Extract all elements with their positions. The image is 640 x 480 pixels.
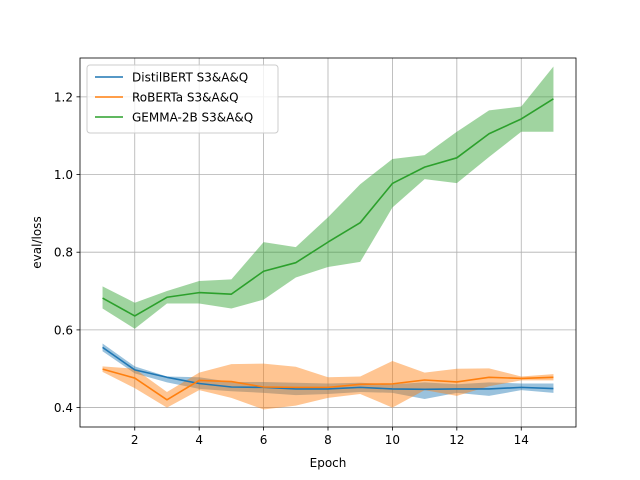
x-tick-label: 14 bbox=[514, 433, 529, 447]
x-tick-label: 6 bbox=[260, 433, 268, 447]
legend: DistilBERT S3&A&Q RoBERTa S3&A&Q GEMMA-2B … bbox=[86, 64, 279, 134]
legend-label: RoBERTa S3&A&Q bbox=[132, 91, 239, 105]
series-line bbox=[102, 346, 554, 391]
series-band bbox=[102, 360, 554, 410]
series-line bbox=[102, 368, 554, 401]
x-tick-label: 8 bbox=[324, 433, 332, 447]
y-tick-label: 0.8 bbox=[54, 246, 73, 260]
legend-label: DistilBERT S3&A&Q bbox=[132, 71, 248, 85]
x-tick-label: 12 bbox=[449, 433, 464, 447]
y-tick-label: 0.6 bbox=[54, 323, 73, 337]
x-axis-label: Epoch bbox=[310, 456, 347, 470]
x-tick-label: 4 bbox=[195, 433, 203, 447]
series-band bbox=[102, 66, 554, 329]
axis-ticks: 2 4 6 8 10 12 14 0.4 0.6 0.8 1.0 1.2 bbox=[54, 90, 529, 447]
y-tick-label: 0.4 bbox=[54, 401, 73, 415]
x-tick-label: 10 bbox=[385, 433, 400, 447]
series-line bbox=[102, 98, 554, 317]
x-tick-label: 2 bbox=[131, 433, 139, 447]
legend-box bbox=[86, 64, 279, 134]
y-tick-label: 1.2 bbox=[54, 90, 73, 104]
y-tick-label: 1.0 bbox=[54, 168, 73, 182]
y-axis-label: eval/loss bbox=[30, 216, 44, 268]
series-lines bbox=[102, 98, 554, 401]
legend-label: GEMMA-2B S3&A&Q bbox=[132, 111, 253, 125]
